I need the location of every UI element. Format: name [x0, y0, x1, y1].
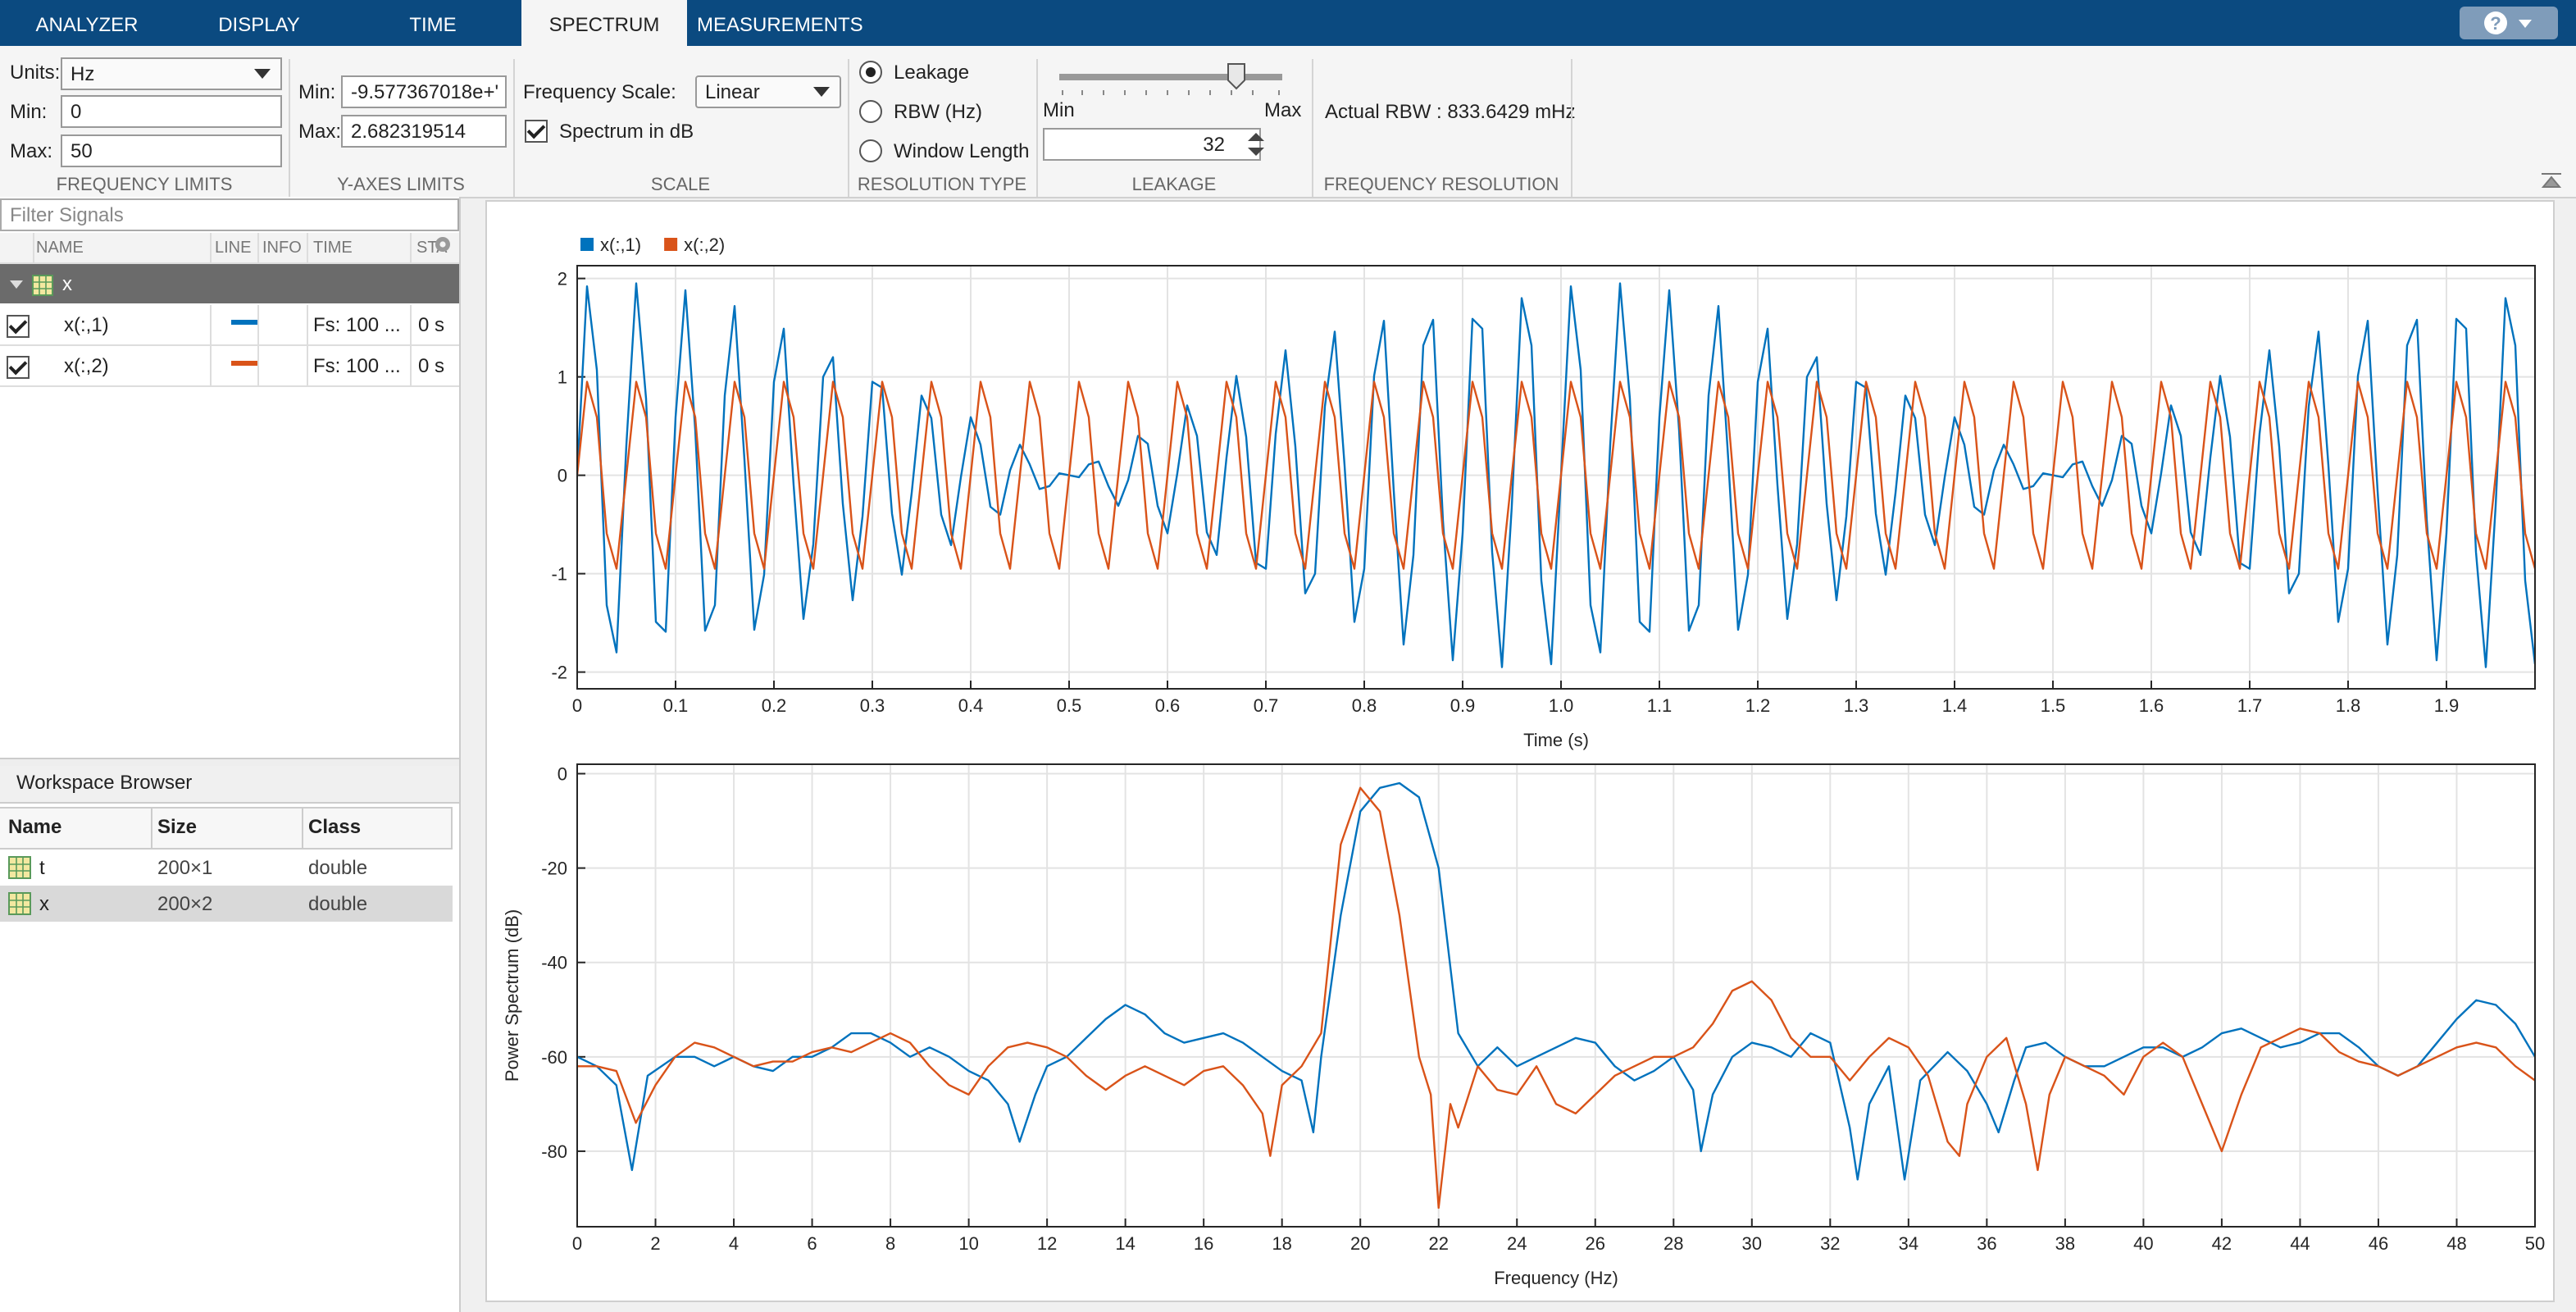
- x-tick-label: 24: [1507, 1233, 1527, 1254]
- x-tick-label: 6: [807, 1233, 817, 1254]
- x-tick-label: 1.8: [2336, 695, 2361, 716]
- x-tick-label: 36: [1977, 1233, 1996, 1254]
- legend-swatch: [664, 238, 677, 251]
- x-tick-label: 10: [958, 1233, 978, 1254]
- x-tick-label: 0.7: [1254, 695, 1279, 716]
- x-tick-label: 0.5: [1057, 695, 1082, 716]
- x-tick-label: 1.3: [1844, 695, 1869, 716]
- plot-area: [577, 764, 2535, 1227]
- x-tick-label: 1.6: [2139, 695, 2164, 716]
- x-tick-label: 0.1: [663, 695, 689, 716]
- x-tick-label: 28: [1663, 1233, 1683, 1254]
- x-axis-label: Time (s): [1523, 730, 1589, 750]
- y-tick-label: -1: [551, 564, 567, 585]
- x-tick-label: 42: [2212, 1233, 2232, 1254]
- x-tick-label: 38: [2055, 1233, 2075, 1254]
- x-tick-label: 16: [1194, 1233, 1213, 1254]
- x-tick-label: 8: [885, 1233, 895, 1254]
- x-tick-label: 0: [572, 695, 582, 716]
- legend-label: x(:,2): [684, 235, 725, 255]
- y-tick-label: -40: [541, 953, 567, 973]
- y-tick-label: -20: [541, 859, 567, 879]
- x-tick-label: 1.2: [1745, 695, 1771, 716]
- y-tick-label: 2: [558, 269, 567, 289]
- y-axis-label: Power Spectrum (dB): [502, 909, 522, 1082]
- x-tick-label: 1.7: [2237, 695, 2263, 716]
- plot-area: [577, 266, 2535, 689]
- x-tick-label: 34: [1899, 1233, 1918, 1254]
- x-tick-label: 1.5: [2041, 695, 2066, 716]
- x-tick-label: 18: [1272, 1233, 1291, 1254]
- y-tick-label: 0: [558, 764, 567, 785]
- x-tick-label: 30: [1742, 1233, 1762, 1254]
- x-tick-label: 40: [2133, 1233, 2153, 1254]
- x-tick-label: 48: [2446, 1233, 2466, 1254]
- x-tick-label: 14: [1115, 1233, 1135, 1254]
- x-tick-label: 0.8: [1352, 695, 1377, 716]
- legend-swatch: [580, 238, 594, 251]
- legend-label: x(:,1): [600, 235, 641, 255]
- x-tick-label: 12: [1037, 1233, 1057, 1254]
- x-tick-label: 50: [2525, 1233, 2545, 1254]
- x-tick-label: 2: [650, 1233, 660, 1254]
- x-tick-label: 0.9: [1450, 695, 1476, 716]
- x-tick-label: 0: [572, 1233, 582, 1254]
- x-tick-label: 1.9: [2434, 695, 2460, 716]
- x-tick-label: 46: [2369, 1233, 2388, 1254]
- y-tick-label: 0: [558, 466, 567, 486]
- x-tick-label: 22: [1428, 1233, 1448, 1254]
- x-tick-label: 0.2: [762, 695, 787, 716]
- y-tick-label: -80: [541, 1141, 567, 1162]
- y-tick-label: -2: [551, 663, 567, 683]
- x-tick-label: 4: [729, 1233, 739, 1254]
- x-tick-label: 1.4: [1942, 695, 1968, 716]
- x-tick-label: 26: [1586, 1233, 1605, 1254]
- x-tick-label: 0.6: [1155, 695, 1181, 716]
- x-tick-label: 1.1: [1647, 695, 1673, 716]
- x-tick-label: 0.3: [860, 695, 885, 716]
- x-tick-label: 20: [1350, 1233, 1370, 1254]
- x-tick-label: 32: [1820, 1233, 1840, 1254]
- y-tick-label: 1: [558, 367, 567, 388]
- x-tick-label: 0.4: [958, 695, 984, 716]
- x-tick-label: 44: [2290, 1233, 2310, 1254]
- y-tick-label: -60: [541, 1047, 567, 1068]
- x-axis-label: Frequency (Hz): [1494, 1268, 1618, 1288]
- x-tick-label: 1.0: [1549, 695, 1574, 716]
